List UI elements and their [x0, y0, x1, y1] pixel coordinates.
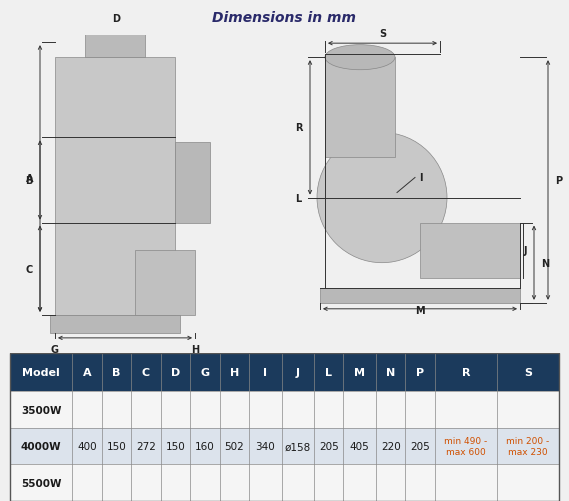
Text: P: P	[416, 367, 424, 377]
Text: J: J	[524, 245, 527, 256]
Text: min 490 -
max 600: min 490 - max 600	[444, 436, 488, 456]
Text: 4000W: 4000W	[21, 441, 61, 451]
Text: M: M	[354, 367, 365, 377]
Text: A: A	[83, 367, 91, 377]
Text: 220: 220	[381, 441, 401, 451]
Text: 340: 340	[255, 441, 275, 451]
Text: C: C	[26, 264, 33, 274]
Bar	[10, 464, 559, 501]
Bar	[10, 428, 559, 464]
Text: 400: 400	[77, 441, 97, 451]
Text: D: D	[171, 367, 180, 377]
Text: C: C	[142, 367, 150, 377]
Bar	[10, 353, 559, 392]
Text: 5500W: 5500W	[21, 478, 61, 488]
Ellipse shape	[317, 133, 447, 263]
Text: 205: 205	[319, 441, 339, 451]
Text: G: G	[200, 367, 209, 377]
Text: 160: 160	[195, 441, 215, 451]
Ellipse shape	[325, 46, 395, 71]
Bar	[95, 25, 137, 33]
Text: Dimensions in mm: Dimensions in mm	[212, 11, 357, 25]
Text: A: A	[26, 174, 33, 184]
Text: I: I	[419, 173, 423, 183]
Bar	[50, 315, 180, 333]
Text: P: P	[555, 176, 562, 186]
Bar	[175, 143, 210, 223]
Text: min 200 -
max 230: min 200 - max 230	[506, 436, 550, 456]
Text: I: I	[263, 367, 267, 377]
Text: 502: 502	[225, 441, 244, 451]
Text: J: J	[296, 367, 300, 377]
Bar	[320, 288, 520, 303]
Bar	[10, 392, 559, 428]
Text: R: R	[295, 123, 303, 133]
Text: N: N	[386, 367, 395, 377]
Text: 150: 150	[106, 441, 126, 451]
Bar	[85, 33, 145, 58]
Text: ø158: ø158	[284, 441, 311, 451]
Text: 405: 405	[350, 441, 370, 451]
Bar	[55, 58, 175, 315]
Text: S: S	[379, 29, 386, 39]
Text: H: H	[230, 367, 239, 377]
Bar	[135, 250, 195, 315]
Text: G: G	[51, 344, 59, 354]
Text: B: B	[26, 176, 33, 186]
Bar	[420, 223, 520, 278]
Text: L: L	[295, 193, 301, 203]
Text: B: B	[112, 367, 121, 377]
Text: L: L	[325, 367, 332, 377]
Text: D: D	[112, 14, 120, 24]
Text: M: M	[415, 305, 425, 315]
Text: S: S	[524, 367, 532, 377]
Text: 205: 205	[410, 441, 430, 451]
Text: 272: 272	[136, 441, 156, 451]
Bar	[325, 58, 395, 158]
Text: 3500W: 3500W	[21, 405, 61, 415]
Text: H: H	[191, 344, 199, 354]
Text: Model: Model	[22, 367, 60, 377]
Text: R: R	[461, 367, 470, 377]
Text: 150: 150	[166, 441, 185, 451]
Text: N: N	[541, 258, 549, 268]
